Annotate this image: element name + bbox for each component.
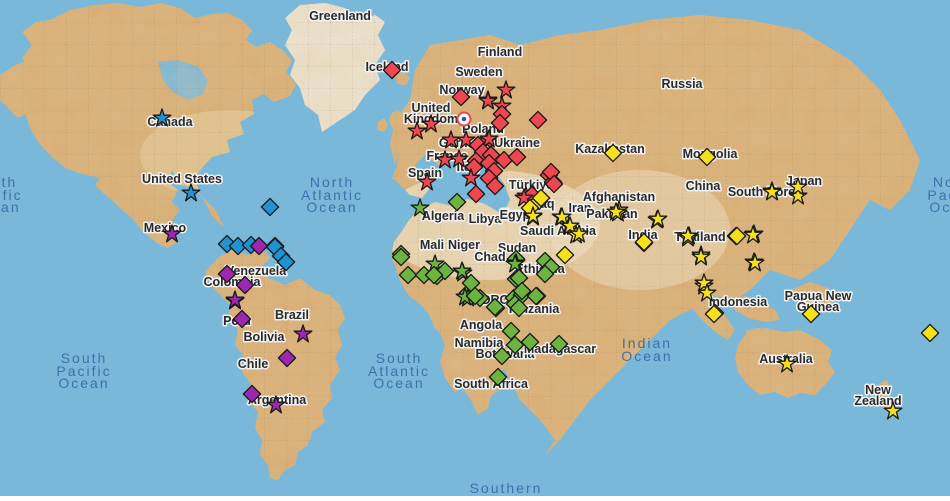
svg-text:Ocean: Ocean	[621, 348, 672, 364]
svg-text:Angola: Angola	[460, 318, 503, 332]
svg-text:Ocean: Ocean	[306, 199, 357, 215]
svg-text:Greenland: Greenland	[309, 9, 371, 23]
svg-text:China: China	[686, 179, 722, 193]
svg-text:Russia: Russia	[662, 77, 704, 91]
svg-text:Chile: Chile	[238, 357, 269, 371]
svg-text:Mali: Mali	[420, 238, 444, 252]
svg-text:United States: United States	[142, 172, 222, 186]
svg-text:Ocean: Ocean	[929, 199, 950, 215]
svg-text:Ocean: Ocean	[373, 375, 424, 391]
svg-text:Ocean: Ocean	[58, 375, 109, 391]
svg-text:Ocean: Ocean	[0, 199, 21, 215]
svg-text:Algeria: Algeria	[422, 209, 465, 223]
svg-text:Southern: Southern	[470, 480, 543, 496]
svg-text:Brazil: Brazil	[275, 308, 309, 322]
svg-text:Canada: Canada	[147, 115, 193, 129]
svg-text:Sweden: Sweden	[455, 65, 502, 79]
svg-text:Bolivia: Bolivia	[244, 330, 286, 344]
svg-text:Libya: Libya	[469, 212, 503, 226]
svg-text:Guinea: Guinea	[797, 300, 840, 314]
svg-text:Chad: Chad	[474, 250, 505, 264]
